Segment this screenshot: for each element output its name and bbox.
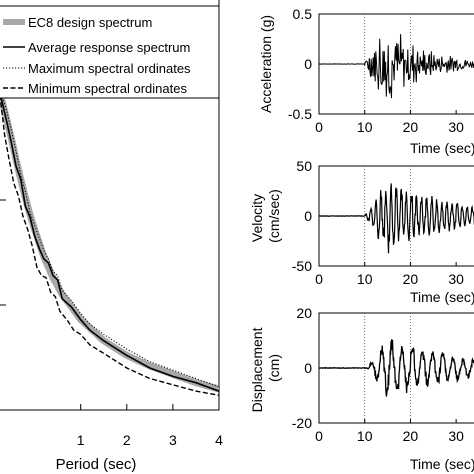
acc-x-tick-label: 30 [448, 119, 464, 135]
dis-y-tick-label: 20 [296, 305, 312, 321]
acc-y-tick-label: -0.5 [288, 106, 312, 122]
spectrum-legend: EC8 design spectrum Average response spe… [0, 5, 220, 99]
velocity-trace [319, 183, 474, 254]
legend-label-ec8: EC8 design spectrum [28, 15, 152, 30]
acceleration-y-axis-label: Acceleration (g) [258, 15, 274, 113]
velocity-y-axis-label: Velocity (cm/sec) [249, 189, 282, 243]
average-response-spectrum-line [0, 92, 219, 392]
vel-y-tick-label: 0 [304, 208, 312, 224]
velocity-y-axis-label-line-1: Velocity [249, 194, 265, 242]
ec8-design-spectrum-line [0, 92, 219, 393]
minimum-spectral-ordinates-line [0, 94, 219, 396]
vel-x-tick-label: 10 [357, 271, 373, 287]
vel-y-tick-label: 50 [296, 158, 312, 174]
acceleration-trace [319, 34, 474, 99]
legend-box [0, 5, 220, 99]
velocity-x-axis-label: Time (sec) [410, 289, 474, 305]
spectrum-x-tick-label: 3 [169, 432, 177, 448]
acceleration-chart: 0 10 20 30 -0.500.5 Acceleration (g) Time (… [258, 6, 474, 156]
acceleration-x-axis-label: Time (sec) [410, 140, 474, 156]
spectrum-x-tick-labels: 1 2 3 4 [77, 404, 223, 448]
displacement-y-axis-label-line-2: (cm) [266, 354, 282, 382]
vel-x-tick-label: 20 [403, 271, 419, 287]
dis-x-tick-label: 20 [403, 428, 419, 444]
displacement-y-axis-label: Displacement (cm) [249, 324, 282, 413]
vel-y-tick-label: -50 [292, 258, 312, 274]
spectrum-series-group [0, 88, 219, 396]
spectrum-chart: 1 2 3 4 Period (sec) EC8 design spectrum Av… [0, 0, 223, 473]
dis-y-tick-label: -20 [292, 415, 312, 431]
spectrum-plot-frame [0, 0, 220, 411]
acc-x-tick-label: 10 [357, 119, 373, 135]
displacement-y-tick-labels: -20 0 20 [292, 305, 323, 431]
displacement-x-axis-label: Time (sec) [410, 456, 474, 472]
legend-label-maximum: Maximum spectral ordinates [28, 61, 191, 76]
velocity-y-axis-label-line-2: (cm/sec) [266, 189, 282, 243]
maximum-spectral-ordinates-line [0, 88, 219, 388]
dis-x-tick-label: 30 [448, 428, 464, 444]
velocity-x-tick-labels: 0 10 20 30 [315, 262, 464, 287]
displacement-reference-lines [364, 313, 411, 423]
acceleration-y-tick-labels: -0.5 0 0.5 [288, 6, 323, 122]
legend-label-average: Average response spectrum [28, 40, 190, 55]
acc-y-tick-label: 0 [304, 56, 312, 72]
acc-y-tick-label: 0.5 [293, 6, 313, 22]
dis-x-tick-label: 10 [357, 428, 373, 444]
dis-x-tick-label: 0 [315, 428, 323, 444]
dis-y-tick-label: 0 [304, 360, 312, 376]
spectrum-x-tick-label: 2 [123, 432, 131, 448]
displacement-y-axis-label-line-1: Displacement [249, 327, 265, 412]
acc-x-tick-label: 20 [403, 119, 419, 135]
legend-label-minimum: Minimum spectral ordinates [28, 81, 187, 96]
spectrum-x-tick-label: 1 [77, 432, 85, 448]
displacement-trace [319, 339, 474, 397]
velocity-y-tick-labels: -50 0 50 [292, 158, 323, 274]
displacement-x-tick-labels: 0 10 20 30 [315, 419, 464, 444]
acc-x-tick-label: 0 [315, 119, 323, 135]
spectrum-x-axis-label: Period (sec) [56, 456, 137, 473]
vel-x-tick-label: 0 [315, 271, 323, 287]
spectrum-x-tick-label: 4 [215, 432, 223, 448]
vel-x-tick-label: 30 [448, 271, 464, 287]
acceleration-x-tick-labels: 0 10 20 30 [315, 110, 464, 135]
